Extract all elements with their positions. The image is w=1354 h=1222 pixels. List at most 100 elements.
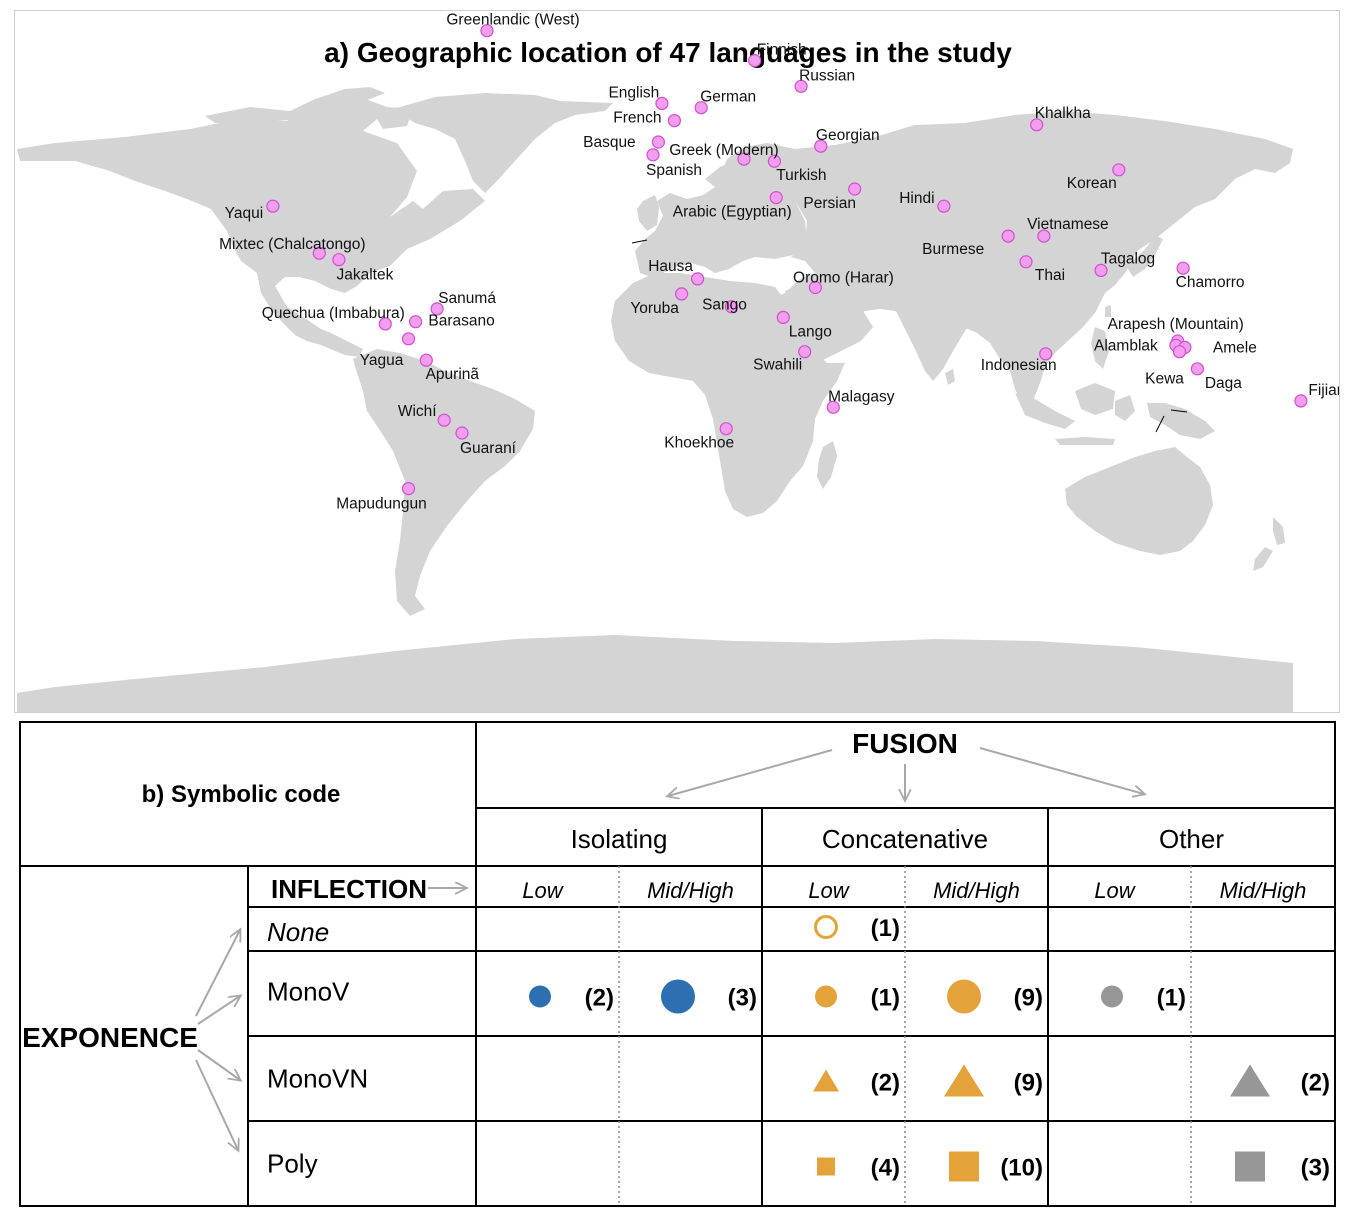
europe-shape <box>635 155 807 277</box>
symbol-square-poly-other-mid-high <box>1235 1151 1265 1182</box>
inflection-low-4: Low <box>1094 878 1136 903</box>
symbol-circle-monov-concatenative-low <box>815 985 837 1008</box>
label-vietnamese: Vietnamese <box>1027 216 1109 233</box>
label-malagasy: Malagasy <box>828 388 895 405</box>
label-persian: Persian <box>803 195 856 212</box>
count-poly-concatenative-low: (4) <box>871 1155 900 1182</box>
marker-georgian <box>814 139 828 153</box>
basque-leader-line <box>631 239 648 244</box>
symbol-square-poly-concatenative-mid-high <box>949 1151 979 1182</box>
label-greenlandic-west: Greenlandic (West) <box>446 12 579 29</box>
exponence-row-monov: MonoV <box>267 977 350 1007</box>
symbolic-code-title: b) Symbolic code <box>142 781 341 808</box>
symbol-triangle-monovn-concatenative-low <box>813 1069 839 1092</box>
fusion-col-isolating: Isolating <box>571 824 668 854</box>
count-none-concatenative-low: (1) <box>871 915 900 942</box>
label-indonesian: Indonesian <box>981 357 1057 374</box>
amele-leader-line <box>1170 409 1188 413</box>
marker-basque <box>651 135 666 149</box>
marker-burmese <box>1001 229 1015 243</box>
symbol-circle-monov-isolating-mid-high <box>661 979 695 1014</box>
fusion-arrow-right <box>979 747 1144 794</box>
exponence-row-poly: Poly <box>267 1149 318 1179</box>
marker-french <box>667 113 682 128</box>
label-georgian: Georgian <box>816 127 880 144</box>
inflection-low-0: Low <box>522 878 564 903</box>
label-russian: Russian <box>799 67 855 84</box>
dotted-dividers <box>618 866 1192 1206</box>
count-monov-concatenative-low: (1) <box>871 985 900 1012</box>
exponence-arrow-monov <box>197 996 240 1025</box>
symbol-circle-monov-concatenative-mid-high <box>947 979 981 1014</box>
exponence-row-labels: None MonoV MonoVN Poly <box>267 917 368 1179</box>
label-daga: Daga <box>1205 375 1242 392</box>
label-english: English <box>608 84 659 101</box>
label-wichi: Wichí <box>398 403 437 420</box>
exponence-row-monovn: MonoVN <box>267 1064 368 1094</box>
count-monovn-concatenative-low: (2) <box>871 1070 900 1097</box>
label-khoekhoe: Khoekhoe <box>664 435 734 452</box>
symbol-circle-monov-other-low <box>1101 985 1123 1008</box>
marker-russian <box>794 79 808 93</box>
marker-turkish <box>767 154 782 168</box>
label-tagalog: Tagalog <box>1101 250 1155 267</box>
marker-wichi <box>437 413 451 427</box>
map-title: a) Geographic location of 47 languages i… <box>324 37 1012 68</box>
marker-korean <box>1112 163 1126 177</box>
label-basque: Basque <box>583 134 636 151</box>
exponence-arrow-none <box>195 930 240 1017</box>
label-finnish: Finnish <box>757 42 807 59</box>
marker-khalkha <box>1030 118 1044 132</box>
marker-thai <box>1019 255 1033 269</box>
fusion-arrows <box>668 747 1144 800</box>
marker-malagasy <box>826 400 840 414</box>
label-yaqui: Yaqui <box>225 205 264 222</box>
label-thai: Thai <box>1035 267 1065 284</box>
exponence-label: EXPONENCE <box>22 1022 198 1053</box>
marker-greek-modern <box>737 152 751 166</box>
count-monov-concatenative-mid-high: (9) <box>1014 985 1043 1012</box>
label-barasano: Barasano <box>428 313 494 330</box>
label-quechua-imbabura: Quechua (Imbabura) <box>262 305 405 322</box>
fusion-column-labels: Isolating Concatenative Other <box>571 824 1225 854</box>
count-poly-other-mid-high: (3) <box>1301 1155 1330 1182</box>
marker-tagalog <box>1094 263 1108 277</box>
label-sango: Sango <box>702 297 747 314</box>
marker-guarani <box>455 426 469 440</box>
label-greek-modern: Greek (Modern) <box>669 142 778 159</box>
label-turkish: Turkish <box>776 167 826 184</box>
marker-finnish <box>748 53 762 68</box>
label-arabic-egyptian: Arabic (Egyptian) <box>673 204 792 221</box>
label-alamblak: Alamblak <box>1094 337 1158 354</box>
exponence-row-none: None <box>267 917 329 947</box>
table-border <box>19 721 1336 1207</box>
british-isles-shape <box>637 195 659 231</box>
marker-yagua <box>401 332 416 346</box>
label-korean: Korean <box>1067 175 1117 192</box>
marker-mapudungun <box>401 482 416 496</box>
marker-spanish <box>646 148 660 162</box>
new-zealand-shape <box>1253 517 1285 571</box>
table-grid <box>19 721 1336 1207</box>
madagascar-shape <box>817 441 837 489</box>
inflection-label: INFLECTION <box>271 874 427 904</box>
marker-sanuma <box>430 302 444 316</box>
south-america-shape <box>353 349 535 616</box>
language-labels: Greenlandic (West) Yaqui Mixtec (Chalcaton… <box>219 12 1339 513</box>
marker-greenlandic-west <box>480 24 494 38</box>
inflection-mid-high-5: Mid/High <box>1220 878 1307 903</box>
indonesia-shape <box>1015 383 1135 445</box>
label-jakaltek: Jakaltek <box>336 267 393 284</box>
marker-hindi <box>937 199 951 213</box>
symbol-circle-monov-isolating-low <box>529 985 551 1008</box>
exponence-arrow-monovn <box>197 1049 240 1080</box>
greenland-shape <box>393 93 613 193</box>
fusion-col-concatenative: Concatenative <box>822 824 988 854</box>
marker-mixtec-chalcatongo <box>312 246 326 260</box>
label-kewa: Kewa <box>1145 371 1184 388</box>
inflection-mid-high-3: Mid/High <box>933 878 1020 903</box>
label-amele: Amele <box>1213 339 1257 356</box>
label-french: French <box>613 110 661 127</box>
label-apurina: Apurinã <box>426 366 480 383</box>
